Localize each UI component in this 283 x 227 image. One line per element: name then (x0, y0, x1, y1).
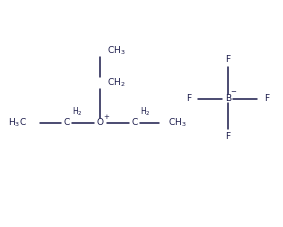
Text: F: F (186, 94, 191, 103)
Text: O: O (97, 118, 104, 127)
Text: CH$_3$: CH$_3$ (107, 45, 125, 57)
Text: CH$_3$: CH$_3$ (168, 116, 187, 129)
Text: F: F (225, 55, 230, 64)
Text: H$_3$C: H$_3$C (8, 116, 27, 129)
Text: CH$_2$: CH$_2$ (107, 76, 125, 89)
Text: H$_2$: H$_2$ (72, 105, 82, 118)
Text: F: F (264, 94, 269, 103)
Text: F: F (225, 132, 230, 141)
Text: H$_2$: H$_2$ (140, 105, 150, 118)
Text: −: − (231, 89, 236, 95)
Text: B: B (225, 94, 231, 103)
Text: C: C (131, 118, 138, 127)
Text: +: + (103, 114, 109, 120)
Text: C: C (63, 118, 70, 127)
